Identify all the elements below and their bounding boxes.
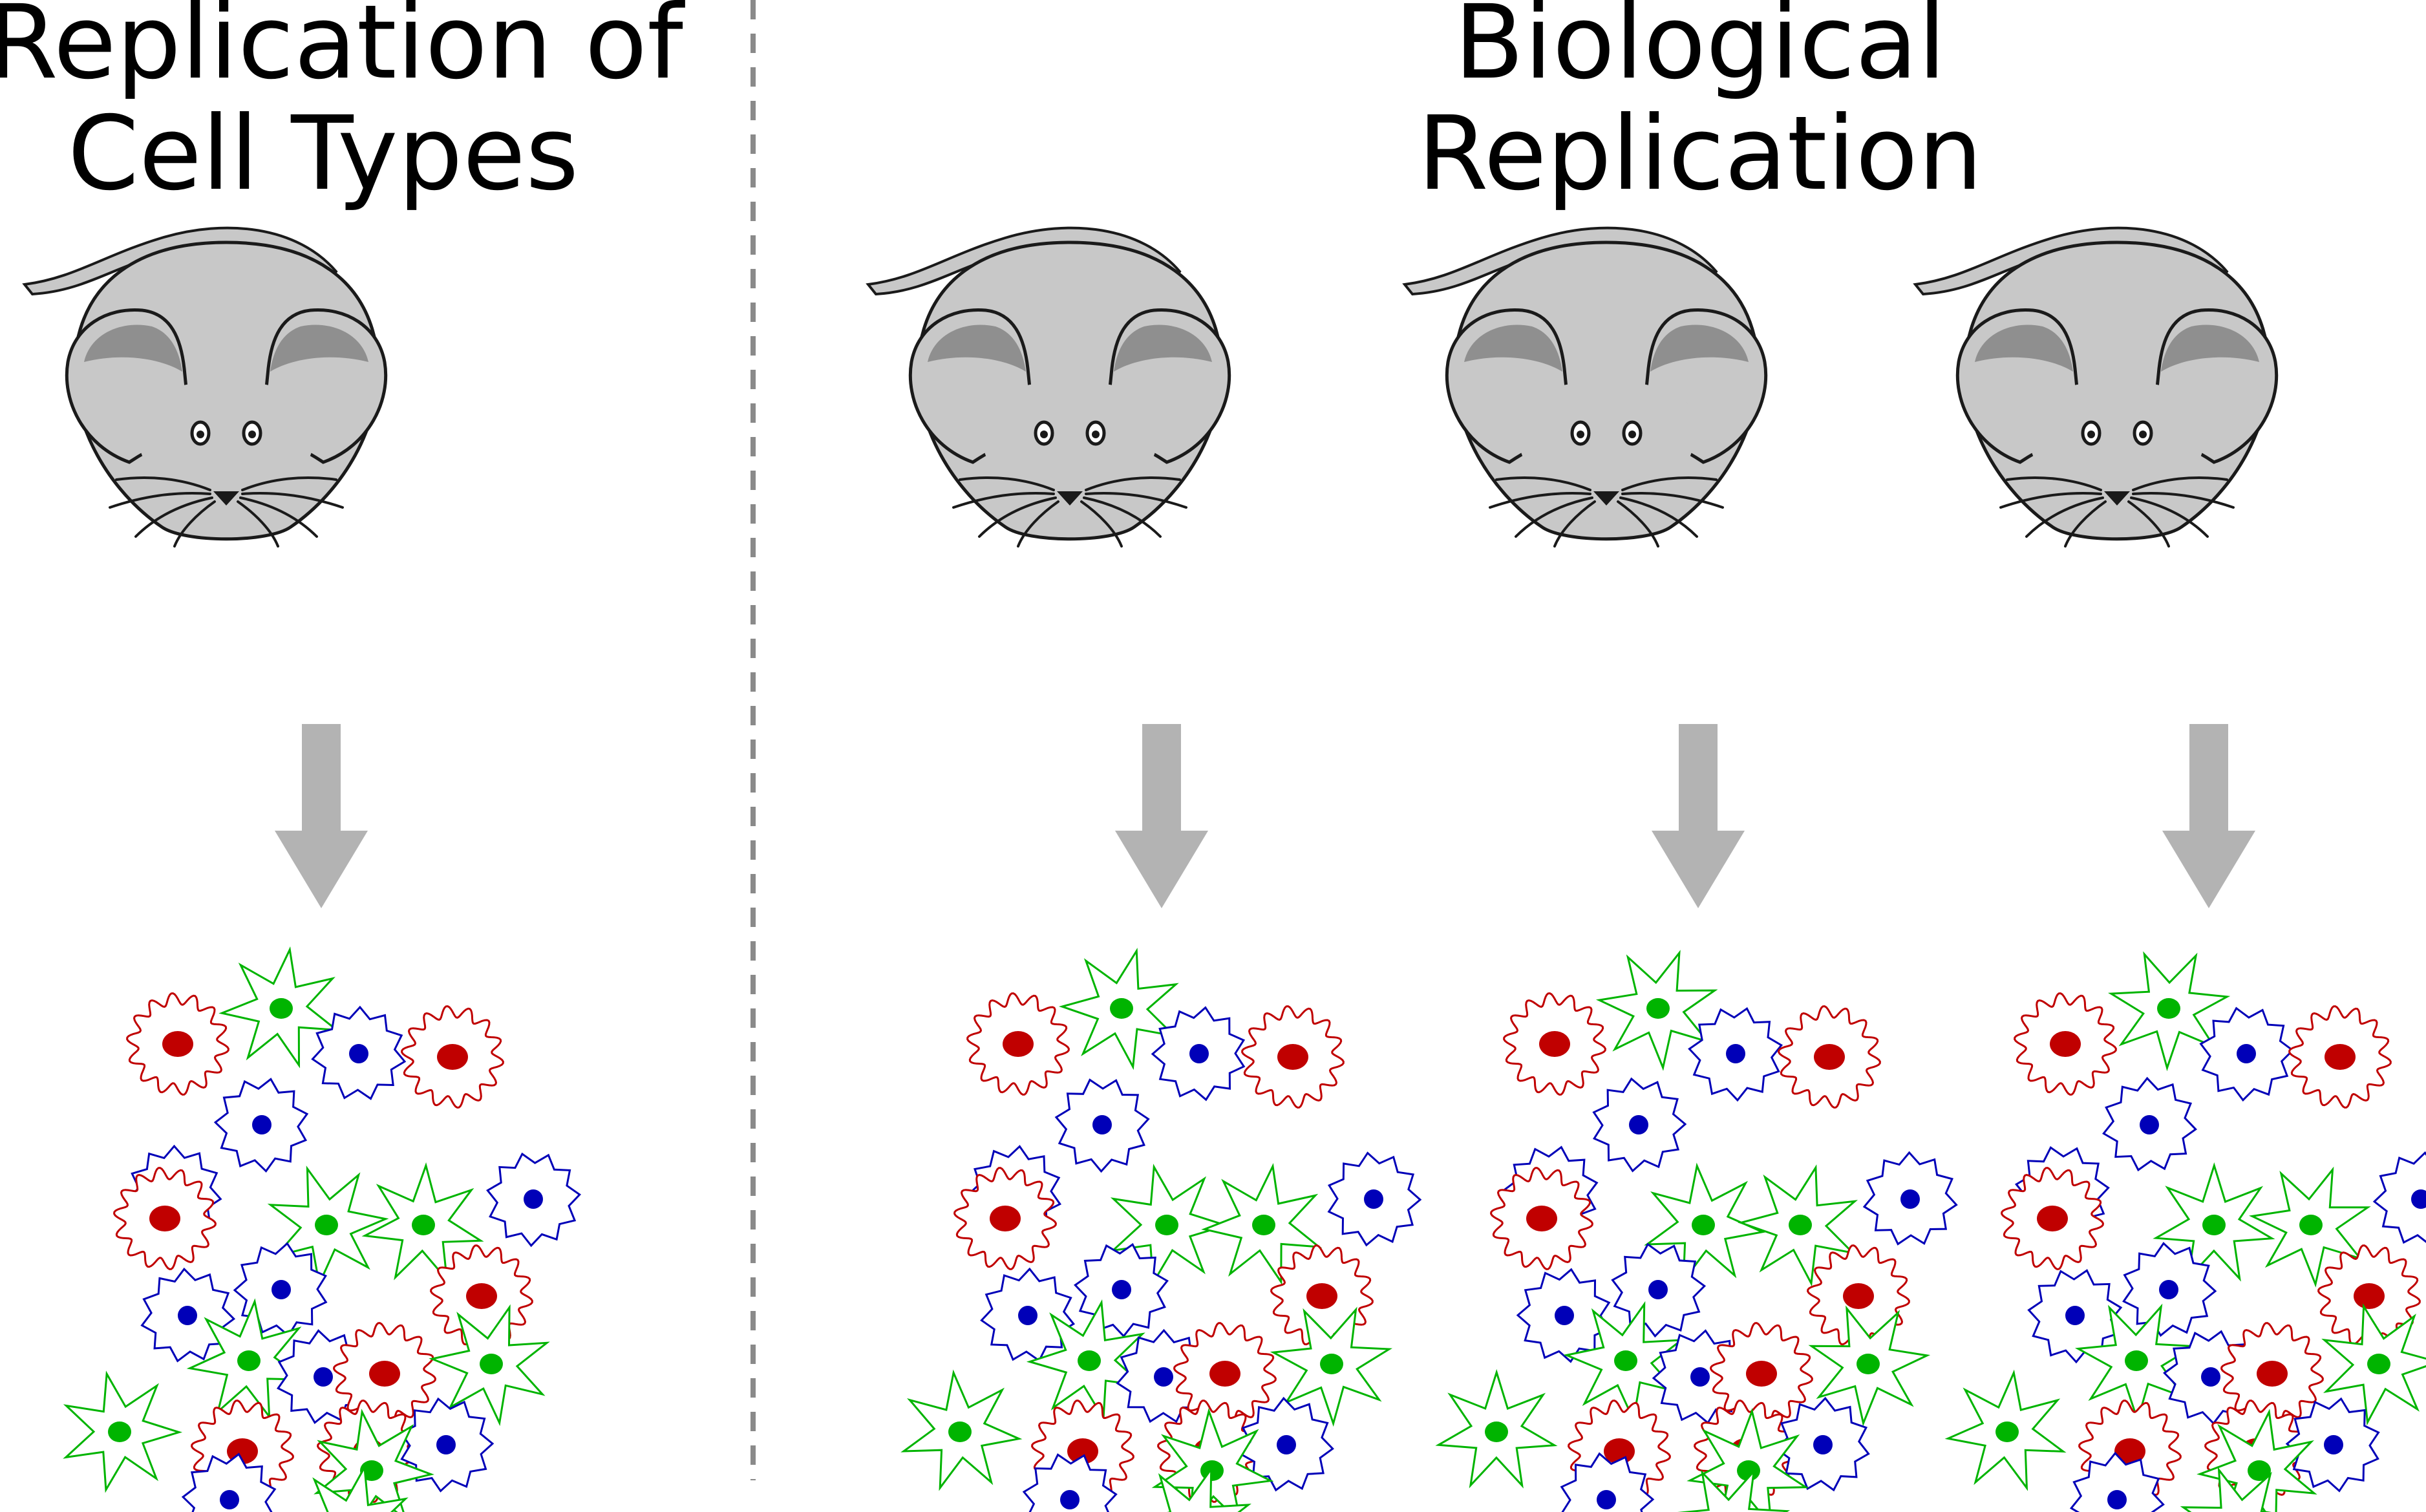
green-cell-icon: [312, 1464, 409, 1512]
red-cell-icon: [1490, 1167, 1593, 1270]
green-cell-icon: [1738, 1164, 1858, 1287]
blue-cell-icon: [1074, 1242, 1169, 1338]
mouse-icon: [1915, 228, 2277, 546]
green-cell-icon: [1435, 1368, 1558, 1489]
red-cell-icon: [1778, 1005, 1881, 1109]
red-cell-icon: [1503, 992, 1606, 1096]
blue-cell-icon: [980, 1267, 1076, 1363]
green-cell-icon: [1686, 1408, 1809, 1512]
red-cell-icon: [113, 1167, 217, 1270]
red-cell-icon: [1241, 1005, 1345, 1109]
red-cell-icon: [2288, 1005, 2392, 1109]
green-cell-icon: [1158, 1465, 1251, 1512]
green-cell-icon: [2197, 1409, 2317, 1512]
red-cell-icon: [1807, 1244, 1910, 1348]
red-cell-icon: [2220, 1322, 2324, 1425]
red-cell-icon: [2317, 1244, 2421, 1348]
blue-cell-icon: [2285, 1397, 2380, 1493]
blue-cell-icon: [2199, 1006, 2295, 1102]
title-left-line2: Cell Types: [67, 94, 579, 213]
blue-cell-icon: [2069, 1451, 2165, 1512]
red-cell-icon: [966, 992, 1070, 1096]
red-cell-icon: [2014, 992, 2117, 1096]
green-cell-icon: [218, 946, 340, 1069]
down-arrow-icon: [275, 724, 368, 908]
green-cell-icon: [1058, 948, 1179, 1070]
title-cell-type-replication: Replication of Cell Types: [0, 0, 683, 213]
blue-cell-icon: [1516, 1268, 1611, 1363]
cell-clusters: [63, 946, 2426, 1512]
blue-cell-icon: [399, 1397, 495, 1493]
title-right-line2: Replication: [1417, 94, 1983, 213]
blue-cell-icon: [1592, 1077, 1687, 1173]
green-cell-icon: [1563, 1301, 1685, 1423]
green-cell-icon: [1201, 1163, 1323, 1285]
title-right-line1: Biological: [1454, 0, 1946, 102]
green-cell-icon: [361, 1162, 484, 1283]
down-arrow-icon: [2162, 724, 2255, 908]
red-cell-icon: [401, 1005, 504, 1109]
blue-cell-icon: [2372, 1151, 2426, 1244]
green-cell-icon: [2321, 1303, 2426, 1426]
green-cell-icon: [2108, 951, 2231, 1072]
green-cell-icon: [1677, 1468, 1791, 1512]
title-left-line1: Replication of: [0, 0, 683, 102]
mouse-icon: [868, 228, 1229, 546]
blue-cell-icon: [1775, 1396, 1870, 1492]
green-cell-icon: [314, 1409, 434, 1512]
blue-cell-icon: [1327, 1151, 1422, 1247]
blue-cell-icon: [213, 1078, 309, 1173]
green-cell-icon: [1110, 1164, 1230, 1286]
red-cell-icon: [430, 1244, 533, 1348]
green-cell-icon: [1270, 1306, 1393, 1427]
blue-cell-icon: [311, 1005, 407, 1100]
green-cell-icon: [2180, 1467, 2272, 1512]
green-cell-icon: [900, 1369, 1023, 1491]
red-cell-icon: [953, 1167, 1057, 1270]
green-cell-icon: [63, 1370, 183, 1493]
blue-cell-icon: [1151, 1006, 1246, 1102]
blue-cell-icon: [1862, 1151, 1958, 1246]
green-cell-icon: [429, 1304, 550, 1427]
green-cell-icon: [1944, 1369, 2067, 1491]
blue-cell-icon: [1022, 1453, 1118, 1512]
red-cell-icon: [126, 992, 229, 1096]
title-biological-replication: Biological Replication: [1377, 0, 2023, 209]
blue-cell-icon: [1054, 1078, 1150, 1173]
blue-cell-icon: [2102, 1076, 2197, 1172]
blue-cell-icon: [486, 1152, 581, 1248]
green-cell-icon: [186, 1298, 309, 1420]
red-cell-icon: [1173, 1322, 1277, 1425]
blue-cell-icon: [2122, 1242, 2217, 1337]
mouse-icon: [1405, 228, 1766, 546]
blue-cell-icon: [1688, 1006, 1783, 1102]
blue-cell-icon: [140, 1267, 236, 1363]
green-cell-icon: [1595, 950, 1718, 1071]
green-cell-icon: [1026, 1299, 1147, 1422]
down-arrow-icon: [1652, 724, 1745, 908]
red-cell-icon: [1710, 1322, 1813, 1425]
green-cell-icon: [2248, 1166, 2371, 1288]
down-arrow-icon: [1115, 724, 1208, 908]
green-cell-icon: [1808, 1305, 1931, 1427]
blue-cell-icon: [1560, 1452, 1655, 1512]
red-cell-icon: [2001, 1167, 2104, 1270]
red-cell-icon: [333, 1322, 436, 1425]
blue-cell-icon: [1611, 1242, 1707, 1338]
blue-cell-icon: [181, 1453, 277, 1512]
mouse-icon: [25, 228, 386, 546]
green-cell-icon: [267, 1166, 389, 1288]
